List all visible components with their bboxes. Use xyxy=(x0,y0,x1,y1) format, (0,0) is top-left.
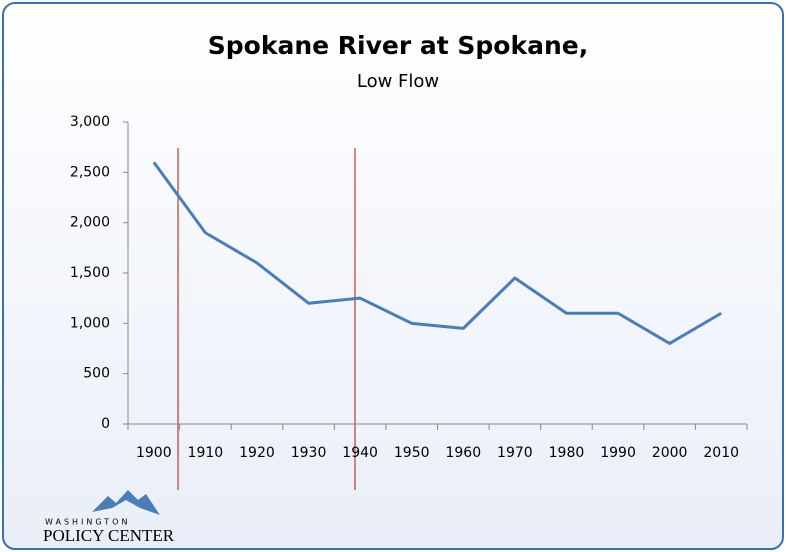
x-tick-label: 1920 xyxy=(239,445,275,461)
y-tick-label: 500 xyxy=(83,366,110,382)
x-tick-label: 1930 xyxy=(291,445,327,461)
x-tick-label: 1950 xyxy=(394,445,430,461)
logo-top: WASHINGTON xyxy=(45,518,130,527)
x-tick-label: 1970 xyxy=(497,445,533,461)
y-tick-label: 2,500 xyxy=(70,164,110,180)
x-tick-label: 1990 xyxy=(600,445,636,461)
y-tick-label: 1,000 xyxy=(70,315,110,331)
logo-mountain xyxy=(92,490,160,515)
x-tick-label: 1940 xyxy=(342,445,378,461)
logo-bottom: POLICY CENTER xyxy=(43,526,175,545)
y-tick-label: 0 xyxy=(101,416,110,432)
chart-title: Spokane River at Spokane, xyxy=(208,31,588,60)
chart-subtitle: Low Flow xyxy=(357,71,439,92)
x-tick-label: 1900 xyxy=(136,445,172,461)
line-series xyxy=(152,161,722,345)
y-tick-label: 3,000 xyxy=(70,114,110,130)
y-tick-label: 1,500 xyxy=(70,265,110,281)
x-tick-label: 2000 xyxy=(652,445,688,461)
x-tick-label: 2010 xyxy=(703,445,739,461)
x-tick-label: 1980 xyxy=(549,445,585,461)
x-tick-label: 1910 xyxy=(188,445,224,461)
x-tick-label: 1960 xyxy=(445,445,481,461)
y-tick-label: 2,000 xyxy=(70,215,110,231)
